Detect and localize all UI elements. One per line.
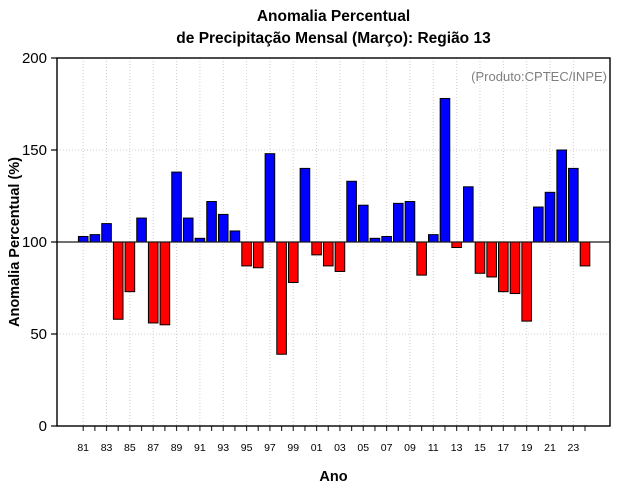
bar-1998 xyxy=(276,241,287,355)
x-tick-label: 11 xyxy=(428,442,439,454)
x-tick-label: 17 xyxy=(497,442,509,454)
bars xyxy=(77,97,591,355)
bar-1993 xyxy=(217,213,229,243)
x-tick-label: 97 xyxy=(264,442,276,454)
x-axis: 81 83 85 87 89 91 93 95 97 99 01 03 05 07 09 11 13 15 17 19… xyxy=(77,426,586,454)
source-annotation: (Produto:CPTEC/INPE) xyxy=(471,69,607,84)
bar-2004 xyxy=(346,180,357,243)
bar-1995 xyxy=(241,241,252,267)
bar-2014 xyxy=(463,186,474,243)
bar-1997 xyxy=(264,153,276,243)
x-tick-label: 19 xyxy=(521,442,533,454)
x-tick-label: 01 xyxy=(311,442,323,454)
x-tick-label: 13 xyxy=(451,442,463,454)
x-tick-label: 89 xyxy=(171,442,183,454)
bar-2011 xyxy=(428,234,439,243)
bar-2022 xyxy=(556,149,567,243)
bar-2021 xyxy=(544,191,556,243)
y-tick-label: 150 xyxy=(22,142,47,159)
bar-2016 xyxy=(486,241,497,278)
x-tick-label: 03 xyxy=(334,442,346,454)
x-tick-label: 07 xyxy=(381,442,393,454)
x-tick-label: 91 xyxy=(194,442,206,454)
bar-2019 xyxy=(521,241,532,322)
x-tick-label: 09 xyxy=(404,442,416,454)
bar-2001 xyxy=(311,241,322,256)
chart-title-line2: de Precipitação Mensal (Março): Região 1… xyxy=(176,30,491,47)
bar-2010 xyxy=(416,241,427,276)
bar-1988 xyxy=(159,241,171,326)
bar-2018 xyxy=(509,241,521,295)
y-tick-label: 100 xyxy=(22,234,47,251)
bar-1989 xyxy=(171,171,182,243)
x-tick-label: 95 xyxy=(241,442,253,454)
bar-2017 xyxy=(498,241,509,293)
bar-2000 xyxy=(299,167,311,243)
chart-title-line1: Anomalia Percentual xyxy=(256,8,411,25)
x-tick-label: 93 xyxy=(217,442,229,454)
y-axis-title: Anomalia Percentual (%) xyxy=(7,156,23,328)
y-tick-label: 50 xyxy=(30,326,47,343)
bar-1999 xyxy=(287,241,299,283)
bar-1981 xyxy=(77,235,89,243)
bar-1982 xyxy=(89,234,101,243)
bar-1983 xyxy=(101,223,112,243)
y-tick-label: 200 xyxy=(22,50,47,67)
bar-2012 xyxy=(439,97,451,243)
bar-1990 xyxy=(182,217,194,243)
bar-2024 xyxy=(579,241,591,267)
bar-2005 xyxy=(357,204,369,243)
bar-2015 xyxy=(474,241,486,274)
x-tick-label: 15 xyxy=(474,442,486,454)
bar-2013 xyxy=(451,241,462,249)
bar-1984 xyxy=(112,241,124,320)
bar-1996 xyxy=(252,241,264,269)
bar-2002 xyxy=(322,241,334,267)
bar-1994 xyxy=(229,230,241,243)
x-tick-label: 83 xyxy=(101,442,113,454)
x-tick-label: 87 xyxy=(147,442,159,454)
bar-1987 xyxy=(147,241,159,324)
x-tick-label: 85 xyxy=(124,442,136,454)
y-tick-label: 0 xyxy=(39,418,47,435)
x-tick-label: 21 xyxy=(544,442,556,454)
plot-frame xyxy=(56,57,611,427)
bar-2009 xyxy=(404,201,416,243)
x-tick-label: 05 xyxy=(357,442,369,454)
bar-2020 xyxy=(533,206,544,243)
x-tick-label: 81 xyxy=(77,442,89,454)
bar-2007 xyxy=(381,235,392,243)
bar-2023 xyxy=(568,167,579,243)
x-axis-title: Ano xyxy=(319,469,348,485)
bar-1985 xyxy=(124,241,136,293)
x-tick-label: 23 xyxy=(567,442,579,454)
y-axis: 0 50 100 150 200 xyxy=(22,50,57,435)
x-tick-label: 99 xyxy=(287,442,299,454)
bar-2003 xyxy=(334,241,346,272)
bar-1986 xyxy=(136,217,147,243)
bar-2008 xyxy=(392,202,404,243)
bar-1992 xyxy=(206,201,217,243)
